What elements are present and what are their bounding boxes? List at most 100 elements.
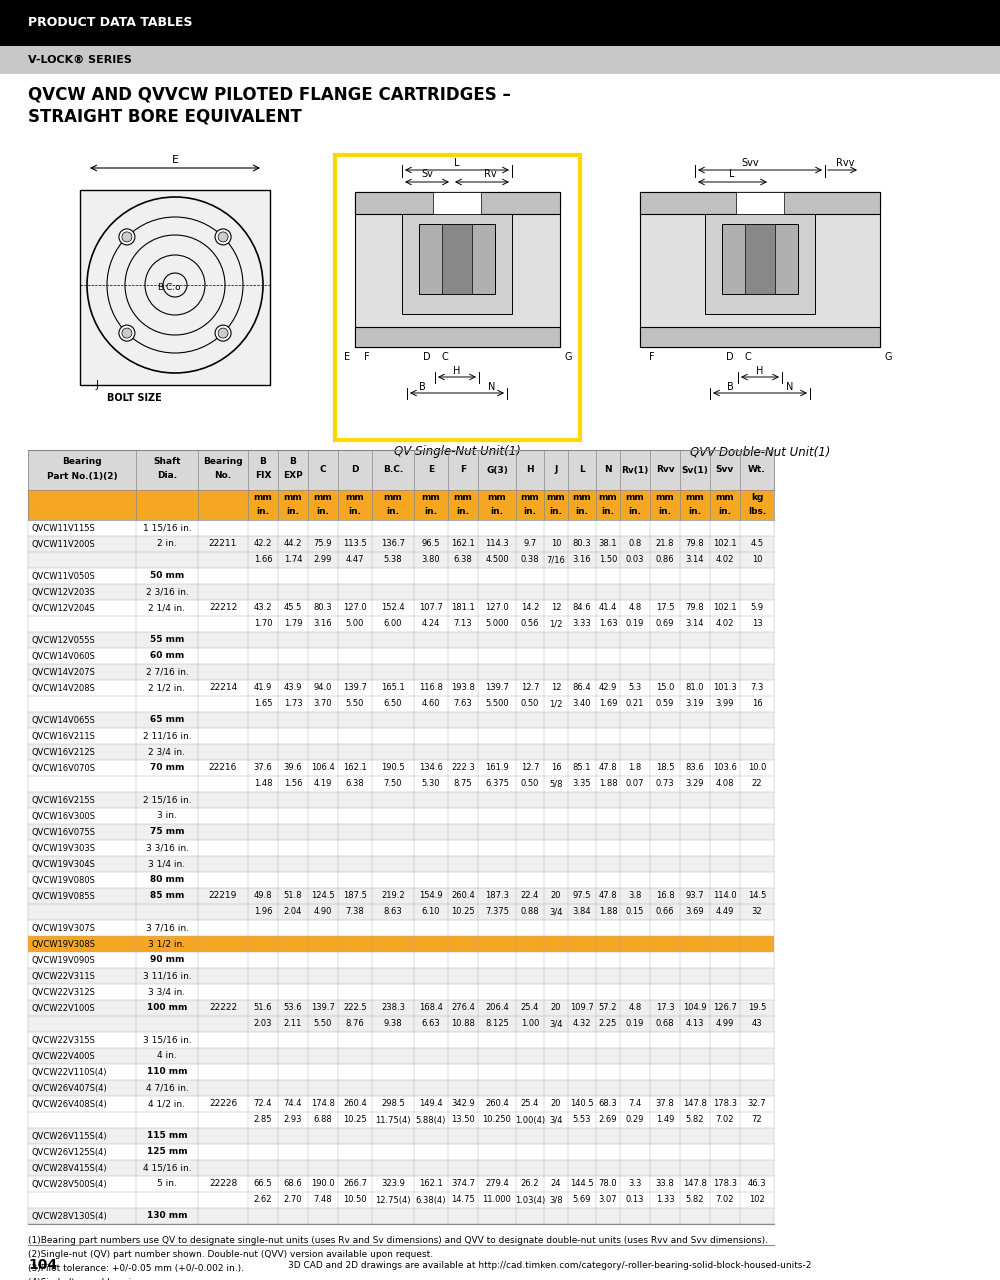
Bar [28,776,774,792]
Text: 38.1: 38.1 [599,539,617,549]
Text: 1.65: 1.65 [254,699,272,709]
Text: 3D CAD and 2D drawings are available at http://cad.timken.com/category/-roller-b: 3D CAD and 2D drawings are available at … [288,1261,812,1270]
Text: G: G [884,352,892,362]
Text: 79.8: 79.8 [686,539,704,549]
Text: 90 mm: 90 mm [150,955,184,965]
Text: C: C [320,466,326,475]
Text: Rvv: Rvv [656,466,674,475]
Text: 85 mm: 85 mm [150,891,184,901]
Text: 114.0: 114.0 [713,891,737,901]
Text: QVCW19V308S: QVCW19V308S [31,940,95,948]
Text: Part No.(1)(2): Part No.(1)(2) [47,471,117,480]
Text: QVCW11V050S: QVCW11V050S [31,571,95,581]
Text: 0.56: 0.56 [521,620,539,628]
Text: mm: mm [314,494,332,503]
Text: 115 mm: 115 mm [147,1132,187,1140]
Text: 41.9: 41.9 [254,684,272,692]
Text: 25.4: 25.4 [521,1004,539,1012]
Text: 72.4: 72.4 [254,1100,272,1108]
Text: 22212: 22212 [209,603,237,613]
Text: 3.07: 3.07 [599,1196,617,1204]
Text: 3 7/16 in.: 3 7/16 in. [146,923,188,933]
Text: 0.88: 0.88 [521,908,539,916]
Text: B: B [290,457,296,466]
Bar [80,189,270,385]
Text: mm: mm [686,494,704,503]
Text: 80.3: 80.3 [314,603,332,613]
Text: STRAIGHT BORE EQUIVALENT: STRAIGHT BORE EQUIVALENT [28,108,302,125]
Text: L: L [454,157,460,168]
Text: 3.16: 3.16 [314,620,332,628]
Text: in.: in. [256,507,270,517]
Text: 44.2: 44.2 [284,539,302,549]
Bar [28,584,774,600]
Text: 26.2: 26.2 [521,1179,539,1189]
Text: G(3): G(3) [486,466,508,475]
Text: 7.02: 7.02 [716,1196,734,1204]
Bar [722,224,798,294]
Text: 47.8: 47.8 [599,891,617,901]
Text: 22226: 22226 [209,1100,237,1108]
Text: 4 1/2 in.: 4 1/2 in. [148,1100,186,1108]
Text: BOLT SIZE: BOLT SIZE [107,393,162,403]
Text: 7.63: 7.63 [454,699,472,709]
Bar [705,214,815,314]
Text: 3 1/4 in.: 3 1/4 in. [148,859,186,869]
Text: 16.8: 16.8 [656,891,674,901]
Text: 187.5: 187.5 [343,891,367,901]
Bar [402,214,512,314]
Text: QVCW28V130S(4): QVCW28V130S(4) [31,1211,107,1221]
Text: B: B [260,457,266,466]
Text: 72: 72 [752,1115,762,1125]
Text: 3 3/16 in.: 3 3/16 in. [146,844,188,852]
Bar [28,1016,774,1032]
Text: 238.3: 238.3 [381,1004,405,1012]
Text: J: J [554,466,558,475]
Text: 4.02: 4.02 [716,620,734,628]
Text: mm: mm [573,494,591,503]
Text: 22.4: 22.4 [521,891,539,901]
Bar [28,536,774,552]
Text: QVCW16V300S: QVCW16V300S [31,812,95,820]
Bar [28,1192,774,1208]
Text: mm: mm [346,494,364,503]
Bar [28,1208,774,1224]
Text: in.: in. [658,507,672,517]
Text: 51.8: 51.8 [284,891,302,901]
Text: kg: kg [751,494,763,503]
Text: 7.4: 7.4 [628,1100,642,1108]
Text: 3.84: 3.84 [573,908,591,916]
Text: 260.4: 260.4 [485,1100,509,1108]
Text: 116.8: 116.8 [419,684,443,692]
Text: C: C [745,352,751,362]
Text: 13: 13 [752,620,762,628]
Bar [433,192,481,214]
Text: QVCW26V125S(4): QVCW26V125S(4) [31,1147,107,1157]
Bar [28,568,774,584]
Text: Wt.: Wt. [748,466,766,475]
Text: 10.25: 10.25 [343,1115,367,1125]
Text: 8.63: 8.63 [384,908,402,916]
Text: 162.1: 162.1 [343,763,367,773]
Text: mm: mm [521,494,539,503]
Text: 1.8: 1.8 [628,763,642,773]
Text: 147.8: 147.8 [683,1100,707,1108]
Bar [28,520,774,536]
Text: 75 mm: 75 mm [150,827,184,837]
Text: Rvv: Rvv [836,157,854,168]
Text: 0.15: 0.15 [626,908,644,916]
Text: 4.500: 4.500 [485,556,509,564]
Text: QVCW14V208S: QVCW14V208S [31,684,95,692]
Text: mm: mm [626,494,644,503]
Text: 22211: 22211 [209,539,237,549]
Text: 32: 32 [752,908,762,916]
Text: in.: in. [629,507,642,517]
Text: E: E [344,352,350,362]
Text: Bearing: Bearing [203,457,243,466]
Text: 130 mm: 130 mm [147,1211,187,1221]
Text: 0.29: 0.29 [626,1115,644,1125]
Text: 127.0: 127.0 [485,603,509,613]
Text: 19.5: 19.5 [748,1004,766,1012]
Bar [28,664,774,680]
Text: 149.4: 149.4 [419,1100,443,1108]
